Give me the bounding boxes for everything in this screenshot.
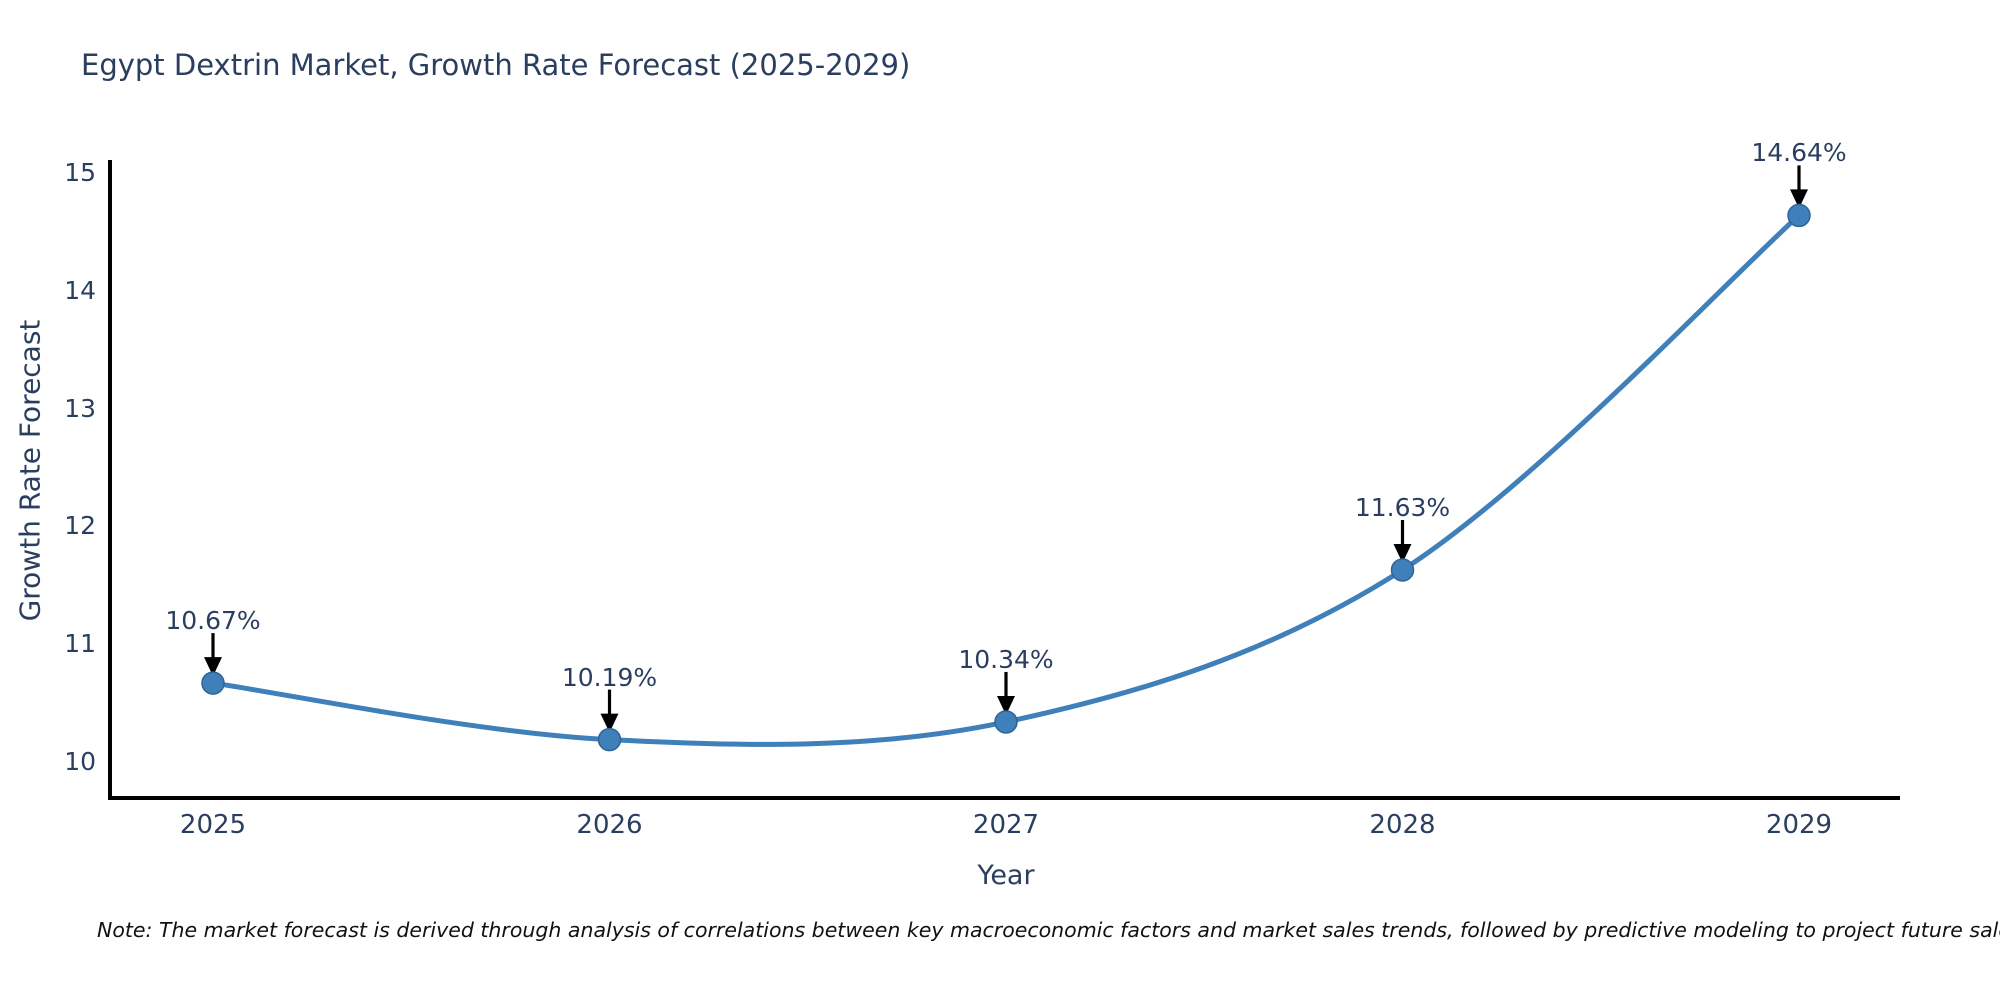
y-tick-label: 13: [64, 393, 96, 423]
point-value-annotation: 10.67%: [165, 606, 261, 636]
chart-title: Egypt Dextrin Market, Growth Rate Foreca…: [81, 48, 911, 82]
annotation-arrowhead: [1790, 189, 1808, 209]
y-tick-label: 11: [64, 629, 96, 659]
data-point-marker: [201, 671, 225, 695]
annotation-arrowhead: [1393, 543, 1412, 563]
x-tick-label: 2025: [179, 810, 247, 840]
data-point-marker: [994, 710, 1018, 734]
x-tick-label: 2028: [1369, 810, 1436, 840]
data-point-marker: [1390, 558, 1415, 582]
x-tick-label: 2027: [972, 810, 1040, 840]
annotation-arrowhead: [600, 713, 619, 733]
data-point-marker: [597, 727, 622, 752]
point-value-annotation: 11.63%: [1354, 492, 1451, 522]
point-value-annotation: 10.19%: [561, 662, 658, 692]
y-tick-label: 15: [64, 158, 96, 187]
y-tick-label: 10: [64, 747, 96, 776]
forecast-line: [210, 212, 1802, 747]
x-axis-title: Year: [977, 860, 1035, 891]
x-tick-label: 2029: [1765, 810, 1833, 840]
annotation-arrowhead: [997, 695, 1015, 715]
point-value-annotation: 14.64%: [1751, 138, 1847, 168]
x-tick-label: 2026: [576, 810, 643, 840]
y-tick-label: 14: [64, 275, 96, 305]
annotation-arrowhead: [204, 657, 222, 677]
data-point-marker: [1787, 203, 1811, 228]
y-tick-label: 12: [64, 511, 96, 541]
point-value-annotation: 10.34%: [958, 644, 1054, 674]
footnote: Note: The market forecast is derived thr…: [97, 918, 2000, 942]
